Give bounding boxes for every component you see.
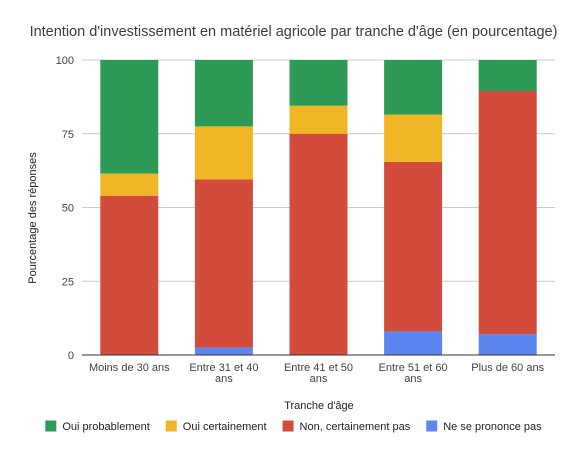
- legend-swatch: [45, 420, 57, 432]
- y-axis-ticks: 0 25 50 75 100: [56, 55, 74, 362]
- chart-title: Intention d'investissement en matériel a…: [30, 24, 558, 40]
- x-tick-label: Plus de 60 ans: [471, 362, 544, 374]
- bar-segment: [384, 161, 443, 332]
- legend-swatch: [426, 420, 438, 432]
- x-tick-label: ans: [310, 373, 328, 385]
- y-tick-label: 25: [62, 276, 74, 288]
- legend-label: Oui probablement: [62, 421, 149, 433]
- bar-segment: [478, 334, 537, 355]
- legend-label: Non, certainement pas: [300, 421, 411, 433]
- bar-segment: [194, 347, 253, 355]
- y-tick-label: 0: [68, 350, 74, 362]
- x-tick-label: Entre 51 et 60: [379, 362, 448, 374]
- x-tick-label: Entre 41 et 50: [284, 362, 353, 374]
- legend-label: Ne se prononce pas: [443, 421, 542, 433]
- x-tick-label: ans: [404, 373, 422, 385]
- y-axis-label: Pourcentage des réponses: [27, 152, 39, 284]
- bar-segment: [289, 133, 348, 355]
- legend: Oui probablement Oui certainement Non, cer…: [45, 420, 542, 433]
- x-tick-label: Moins de 30 ans: [89, 362, 170, 374]
- bar-segment: [100, 173, 159, 196]
- bar-segment: [384, 60, 443, 115]
- bar-segment: [289, 105, 348, 134]
- x-axis-label: Tranche d'âge: [284, 400, 354, 412]
- bar-segment: [478, 90, 537, 335]
- y-tick-label: 50: [62, 203, 74, 215]
- bar-segment: [478, 60, 537, 91]
- bar-segment: [384, 331, 443, 355]
- bar-segment: [194, 179, 253, 348]
- bar-segment: [194, 60, 253, 127]
- bar-segment: [384, 114, 443, 162]
- bar-segment: [289, 60, 348, 106]
- bar-segment: [194, 126, 253, 180]
- x-tick-label: ans: [215, 373, 233, 385]
- bar-segment: [100, 195, 159, 355]
- bar-segment: [100, 60, 159, 174]
- y-tick-label: 100: [56, 55, 74, 67]
- y-tick-label: 75: [62, 129, 74, 141]
- legend-swatch: [282, 420, 294, 432]
- x-tick-label: Entre 31 et 40: [189, 362, 258, 374]
- legend-label: Oui certainement: [183, 421, 267, 433]
- bars: [82, 60, 555, 356]
- legend-swatch: [165, 420, 177, 432]
